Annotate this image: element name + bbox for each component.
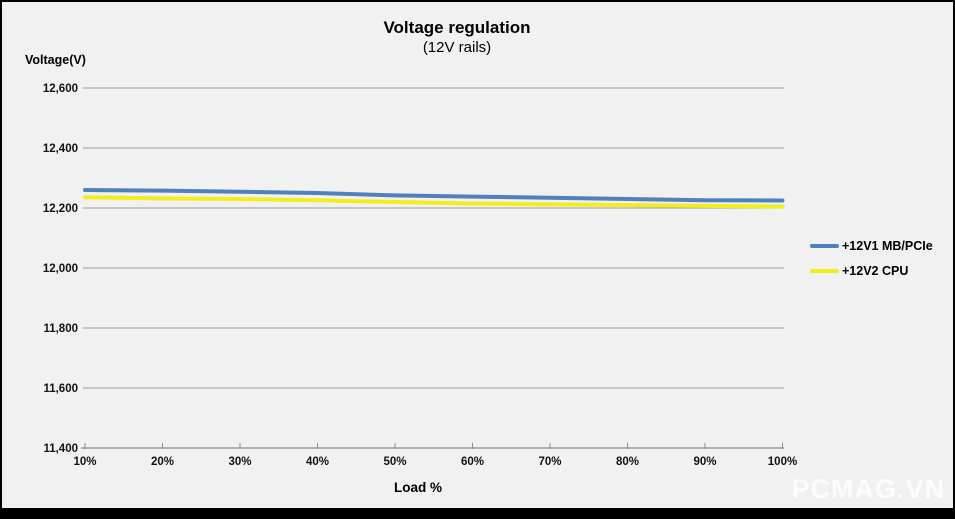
svg-text:10%: 10% bbox=[73, 456, 96, 468]
x-axis-title: Load % bbox=[393, 480, 442, 495]
legend-item-12v2: +12V2 CPU bbox=[810, 263, 933, 279]
svg-text:12,400: 12,400 bbox=[43, 143, 78, 155]
svg-text:40%: 40% bbox=[306, 456, 329, 468]
legend-line-marker-12v2 bbox=[810, 269, 839, 273]
svg-text:11,400: 11,400 bbox=[43, 443, 78, 455]
svg-text:90%: 90% bbox=[693, 456, 716, 468]
svg-text:70%: 70% bbox=[538, 456, 561, 468]
chart-subtitle: (12V rails) bbox=[422, 39, 492, 56]
legend-line-marker-12v1 bbox=[810, 244, 839, 248]
svg-text:12,000: 12,000 bbox=[43, 263, 78, 275]
svg-text:20%: 20% bbox=[151, 456, 174, 468]
svg-text:12,200: 12,200 bbox=[43, 203, 78, 215]
legend-label-12v2: +12V2 CPU bbox=[842, 264, 909, 278]
legend-item-12v1: +12V1 MB/PCIe bbox=[810, 238, 933, 254]
bottom-black-bar bbox=[2, 508, 953, 517]
chart-title-block: Voltage regulation (12V rails) bbox=[2, 18, 912, 57]
chart-title: Voltage regulation bbox=[383, 18, 531, 37]
svg-text:11,800: 11,800 bbox=[43, 323, 78, 335]
chart-legend: +12V1 MB/PCIe +12V2 CPU bbox=[810, 238, 933, 288]
svg-text:60%: 60% bbox=[461, 456, 484, 468]
y-axis-title: Voltage(V) bbox=[25, 53, 86, 67]
svg-text:100%: 100% bbox=[768, 456, 797, 468]
svg-text:50%: 50% bbox=[383, 456, 406, 468]
svg-text:12,600: 12,600 bbox=[43, 83, 78, 95]
svg-text:30%: 30% bbox=[228, 456, 251, 468]
svg-text:80%: 80% bbox=[616, 456, 639, 468]
svg-text:11,600: 11,600 bbox=[43, 383, 78, 395]
legend-label-12v1: +12V1 MB/PCIe bbox=[842, 239, 933, 253]
watermark: PCMAG.VN bbox=[791, 474, 945, 504]
